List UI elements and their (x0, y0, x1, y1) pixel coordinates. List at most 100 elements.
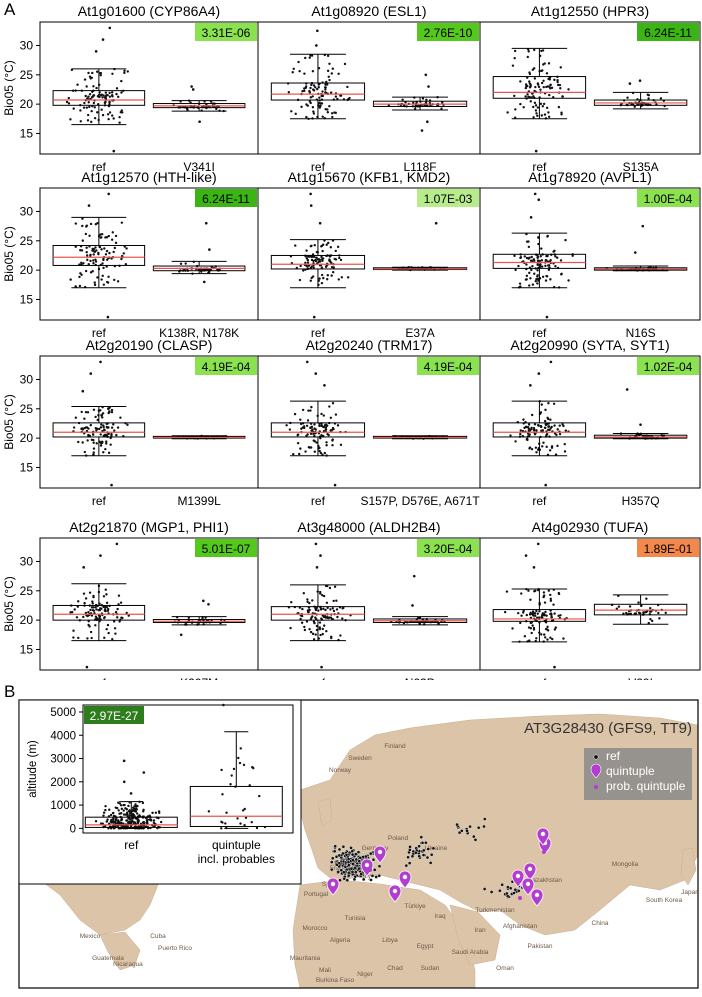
map-gene-title: AT3G28430 (GFS9, TT9) (524, 720, 692, 737)
data-point (83, 450, 87, 454)
outlier-point (553, 665, 556, 669)
data-point (313, 621, 316, 625)
data-point (309, 96, 312, 99)
data-point (650, 610, 653, 613)
data-point (83, 101, 86, 105)
inset-data-point (150, 819, 153, 822)
data-point (325, 444, 328, 447)
data-point (544, 627, 548, 631)
data-point (101, 412, 105, 415)
data-point (111, 637, 114, 641)
inset-data-point (134, 803, 137, 806)
data-point (325, 441, 328, 444)
data-point (543, 601, 547, 604)
data-point (92, 433, 95, 436)
data-point (312, 110, 315, 113)
landmass (99, 931, 141, 971)
x-tick-label: ref (311, 326, 326, 340)
ref-accession-dot (341, 851, 345, 856)
ref-accession-dot (341, 870, 346, 875)
data-point (339, 94, 342, 97)
data-point (325, 601, 329, 605)
data-point (82, 262, 85, 265)
data-point (318, 106, 322, 109)
inset-data-point (232, 767, 236, 771)
ref-accession-dot (369, 878, 373, 882)
data-point (559, 259, 563, 262)
data-point (541, 105, 545, 108)
data-point (125, 247, 128, 250)
data-point (89, 630, 93, 634)
data-point (215, 107, 218, 111)
data-point (290, 601, 293, 604)
data-point (324, 426, 327, 430)
data-point (556, 83, 560, 87)
data-point (94, 605, 97, 609)
data-point (531, 92, 534, 95)
ref-accession-dot (358, 856, 363, 860)
data-point (98, 245, 101, 249)
data-point (538, 616, 541, 619)
box-group: ref (270, 29, 366, 174)
box-group: N16S (593, 224, 688, 340)
data-point (412, 101, 415, 104)
x-tick-label: ref (532, 326, 547, 340)
data-point (289, 626, 292, 630)
data-point (528, 82, 532, 85)
data-point (545, 445, 548, 449)
data-point (92, 101, 96, 105)
data-point (305, 257, 309, 260)
data-point (547, 62, 551, 65)
place-label: Afghanistan (503, 923, 538, 930)
data-point (659, 97, 663, 100)
data-point (536, 83, 540, 86)
data-point (533, 101, 537, 105)
data-point (105, 601, 109, 605)
ref-accession-dot (346, 860, 351, 864)
ref-accession-dot (346, 857, 351, 861)
inset-data-point (134, 817, 137, 820)
inset-data-point (158, 811, 161, 815)
data-point (99, 444, 103, 447)
data-point (86, 258, 89, 262)
inset-data-point (106, 818, 109, 821)
data-point (534, 589, 537, 592)
data-point (543, 419, 547, 423)
data-point (524, 95, 527, 98)
data-point (305, 424, 309, 427)
y-axis-label: Bio05 (°C) (2, 394, 16, 449)
data-point (87, 434, 90, 437)
data-point (328, 405, 331, 408)
inset-pvalue-badge: 2.97E-27 (84, 706, 144, 724)
data-point (539, 263, 542, 266)
data-point (94, 246, 97, 249)
subplot: At1g15670 (KFB1, KMD2) 1.07E-03 ref E37A (257, 169, 481, 340)
data-point (319, 451, 323, 455)
data-point (637, 601, 640, 604)
outlier-point (312, 315, 316, 319)
panel-b: B Sweden Finland Norway Kazakhstan Mongolia T… (0, 680, 702, 992)
data-point (640, 604, 643, 607)
ref-accession-dot (357, 866, 361, 871)
data-point (525, 425, 528, 429)
legend-label: ref (606, 749, 621, 763)
data-point (319, 590, 322, 594)
data-point (81, 217, 84, 220)
data-point (329, 416, 333, 419)
data-point (74, 416, 78, 419)
data-point (79, 249, 82, 252)
data-point (556, 80, 559, 84)
data-point (89, 254, 92, 258)
outlier-point (305, 360, 309, 364)
data-point (80, 261, 83, 265)
data-point (534, 446, 538, 449)
data-point (120, 91, 123, 94)
data-point (78, 284, 82, 288)
pvalue-badge-bg (417, 539, 479, 557)
place-label: Sudan (421, 965, 440, 972)
data-point (321, 627, 325, 631)
data-point (333, 257, 336, 261)
data-point (87, 71, 90, 75)
data-point (519, 256, 523, 259)
data-point (532, 428, 535, 432)
